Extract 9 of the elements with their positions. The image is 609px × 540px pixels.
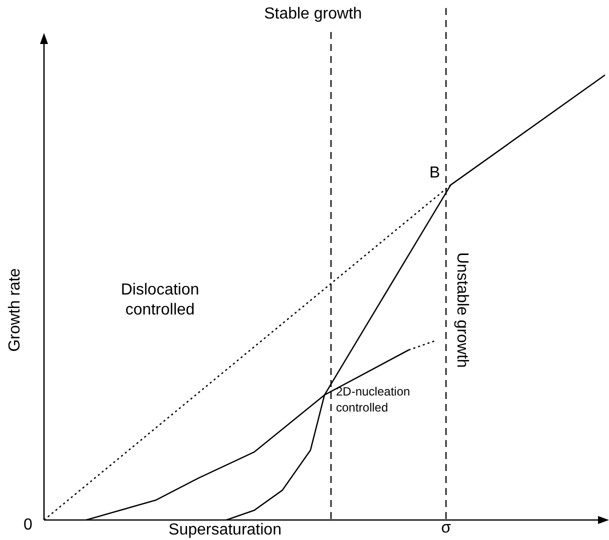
text: 0 — [24, 516, 33, 534]
x-axis-title: Supersaturation — [168, 521, 282, 538]
annotation: 2D-nucleation controlled — [336, 384, 410, 414]
annotation: σ — [441, 519, 452, 536]
annotation: Dislocation controlled — [120, 281, 200, 318]
annotation: B — [429, 164, 440, 182]
annotation: Unstable growth — [454, 252, 471, 368]
y-axis-title: Growth rate — [6, 268, 24, 352]
text: Stable growth — [264, 5, 362, 22]
